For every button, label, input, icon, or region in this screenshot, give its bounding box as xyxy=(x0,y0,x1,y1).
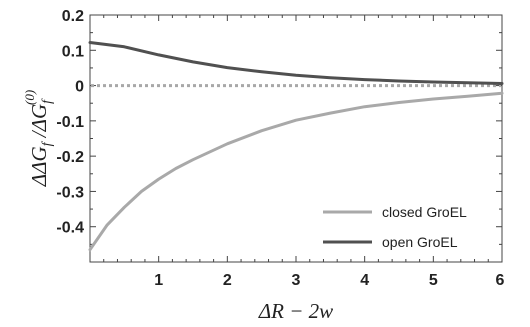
y-label-g2: G xyxy=(27,104,51,119)
y-tick-labels: 0.2 0.1 0 -0.1 -0.2 -0.3 -0.4 xyxy=(56,8,84,237)
x-tick-label: 5 xyxy=(429,272,438,289)
x-tick-labels: 1 2 3 4 5 6 xyxy=(154,272,504,289)
y-label-g1: G xyxy=(27,146,51,161)
y-axis-label-text: ΔΔGf /ΔGf(0) xyxy=(22,90,55,187)
y-label-numerator: ΔΔ xyxy=(27,162,51,188)
y-label-slash: /Δ xyxy=(27,119,51,142)
legend-label-closed-groel: closed GroEL xyxy=(382,204,467,220)
legend-label-open-groel: open GroEL xyxy=(382,234,458,250)
legend: closed GroEL open GroEL xyxy=(323,204,467,250)
y-label-sub1: f xyxy=(40,140,55,146)
x-tick-label: 4 xyxy=(360,272,369,289)
series-line-open-groel xyxy=(88,41,504,85)
y-label-sub2: f xyxy=(40,98,55,104)
y-tick-label: -0.1 xyxy=(56,114,84,131)
series-lines xyxy=(88,41,504,252)
y-tick-label: -0.4 xyxy=(56,220,84,237)
tick-marks xyxy=(90,14,503,262)
y-tick-label: 0 xyxy=(75,79,84,96)
y-tick-label: 0.1 xyxy=(62,43,84,60)
series-line-closed-groel xyxy=(88,91,504,252)
y-axis-label: ΔΔGf /ΔGf(0) xyxy=(22,90,55,187)
y-tick-label: 0.2 xyxy=(62,8,84,25)
y-tick-label: -0.3 xyxy=(56,184,84,201)
x-tick-label: 3 xyxy=(292,272,301,289)
y-tick-label: -0.2 xyxy=(56,149,84,166)
x-tick-label: 2 xyxy=(223,272,232,289)
x-tick-label: 6 xyxy=(496,272,505,289)
y-label-sup: (0) xyxy=(22,90,37,105)
x-tick-label: 1 xyxy=(154,272,163,289)
x-axis-label: ΔR − 2w xyxy=(258,299,333,323)
